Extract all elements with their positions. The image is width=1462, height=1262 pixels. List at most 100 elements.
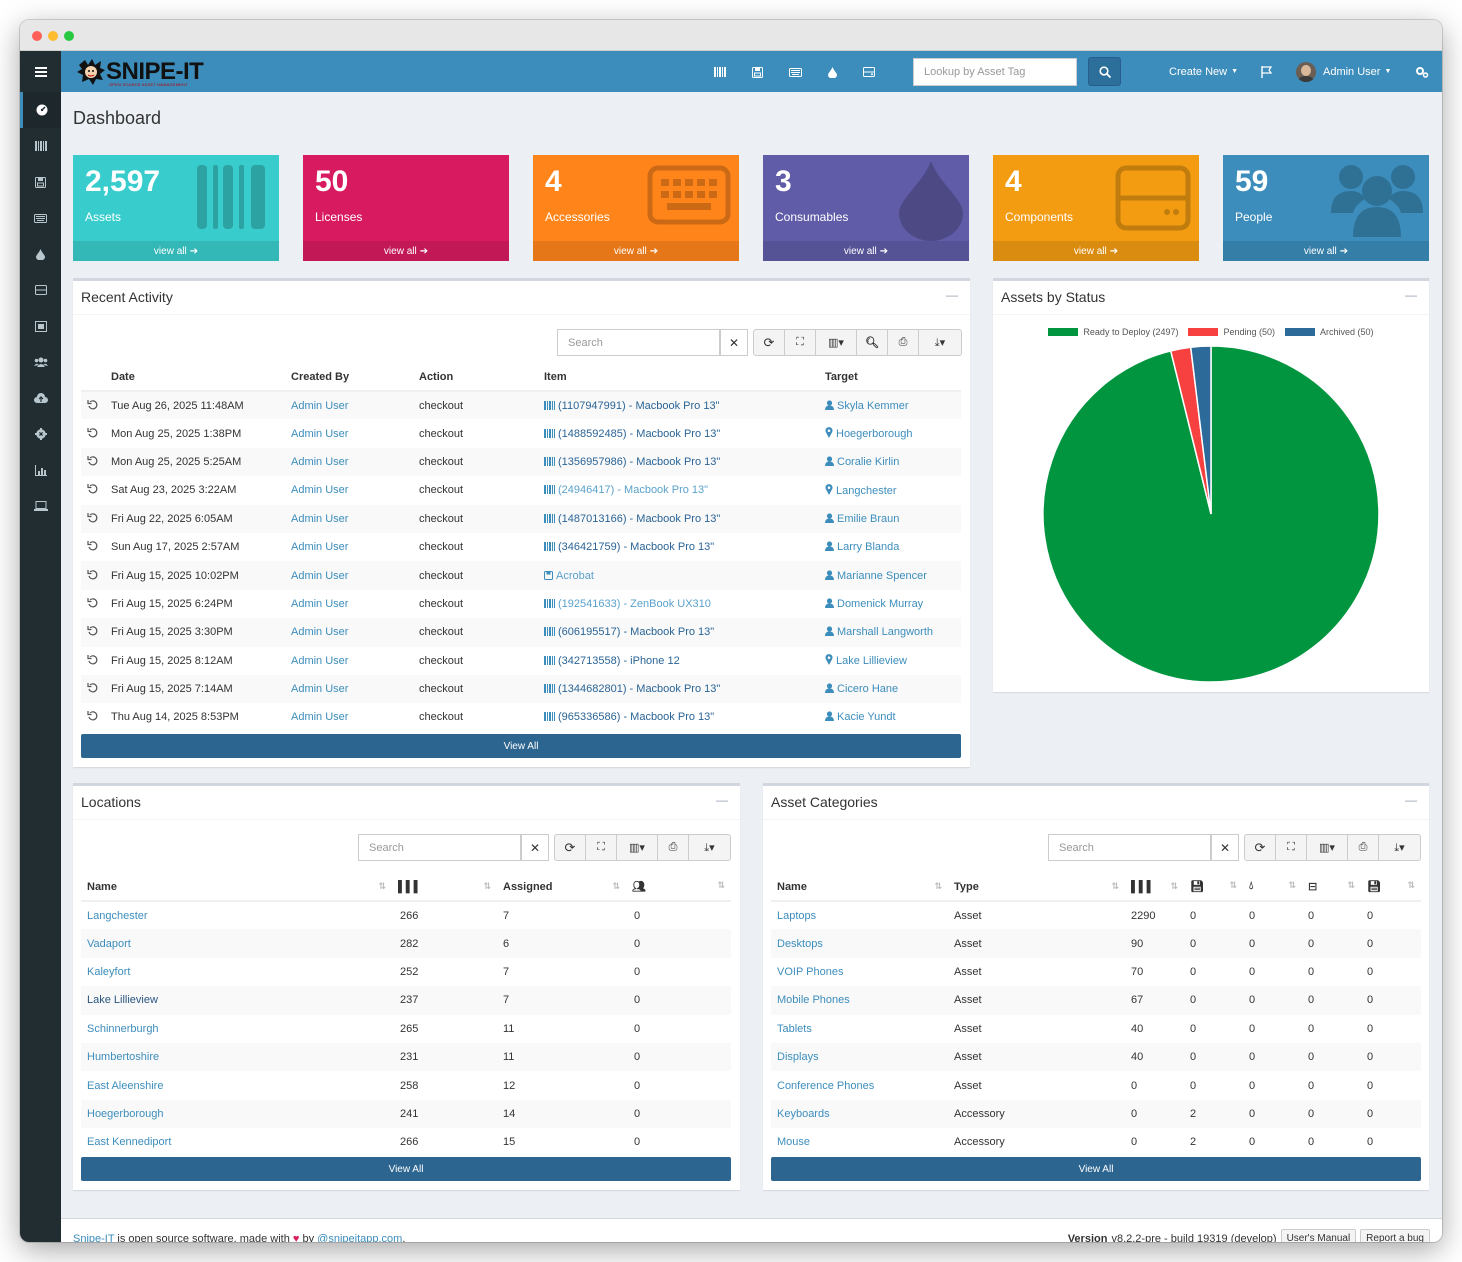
item-link[interactable]: (965336586) - Macbook Pro 13" bbox=[558, 711, 715, 724]
column-header-users[interactable]: 👥︎ ⇅ bbox=[626, 873, 731, 902]
sidebar-toggle-button[interactable] bbox=[20, 51, 61, 92]
created-by-link[interactable]: Admin User bbox=[291, 597, 349, 610]
nav-accessories-button[interactable] bbox=[784, 61, 806, 83]
history-icon[interactable] bbox=[87, 399, 98, 410]
pie-slice[interactable] bbox=[1189, 345, 1212, 515]
view-all-button[interactable]: View All bbox=[81, 1157, 731, 1181]
location-link[interactable]: Langchester bbox=[87, 909, 148, 922]
export-button[interactable]: ⤓▾ bbox=[919, 330, 961, 355]
column-header[interactable]: Created By bbox=[291, 363, 419, 392]
search-input[interactable]: Search bbox=[358, 834, 521, 861]
column-header[interactable]: Action bbox=[419, 363, 544, 392]
target-link[interactable]: Langchester bbox=[836, 484, 897, 497]
column-header-consumables[interactable]: 💧︎ ⇅ bbox=[1243, 873, 1302, 902]
column-header[interactable]: Name ⇅ bbox=[771, 873, 948, 902]
category-link[interactable]: Mouse bbox=[777, 1136, 811, 1149]
created-by-link[interactable]: Admin User bbox=[291, 654, 349, 667]
created-by-link[interactable]: Admin User bbox=[291, 427, 349, 440]
logo[interactable]: SNIPE-IT OPEN SOURCE ASSET MANAGEMENT bbox=[76, 55, 204, 88]
created-by-link[interactable]: Admin User bbox=[291, 711, 349, 724]
history-icon[interactable] bbox=[87, 654, 98, 665]
view-all-button[interactable]: View All bbox=[771, 1157, 1421, 1181]
fullscreen-button[interactable]: ⛶ bbox=[785, 330, 816, 355]
category-link[interactable]: Mobile Phones bbox=[777, 994, 850, 1007]
location-link[interactable]: Lake Lillieview bbox=[87, 994, 158, 1007]
location-link[interactable]: East Kennediport bbox=[87, 1136, 172, 1149]
history-icon[interactable] bbox=[87, 569, 98, 580]
history-icon[interactable] bbox=[87, 512, 98, 523]
legend-item[interactable]: Pending (50) bbox=[1188, 327, 1275, 337]
column-header-licenses[interactable]: 💾︎ ⇅ bbox=[1184, 873, 1243, 902]
target-link[interactable]: Marshall Langworth bbox=[837, 626, 933, 639]
location-link[interactable]: Vadaport bbox=[87, 937, 131, 950]
clear-search-button[interactable]: ✕ bbox=[720, 329, 748, 356]
users-manual-button[interactable]: User's Manual bbox=[1280, 1229, 1357, 1242]
item-link[interactable]: (346421759) - Macbook Pro 13" bbox=[558, 541, 715, 554]
category-link[interactable]: Desktops bbox=[777, 937, 823, 950]
clear-search-button[interactable]: ✕ bbox=[521, 834, 549, 861]
lookup-search-button[interactable] bbox=[1088, 57, 1121, 86]
item-link[interactable]: (24946417) - Macbook Pro 13" bbox=[558, 484, 709, 497]
clear-search-button[interactable]: ✕ bbox=[1211, 834, 1239, 861]
item-link[interactable]: (1488592485) - Macbook Pro 13" bbox=[558, 427, 721, 440]
category-link[interactable]: Keyboards bbox=[777, 1107, 830, 1120]
sidebar-item-dashboard[interactable] bbox=[20, 92, 61, 128]
create-new-dropdown[interactable]: Create New ▼ bbox=[1169, 51, 1238, 92]
sidebar-item-kits[interactable] bbox=[20, 308, 61, 344]
collapse-button[interactable]: — bbox=[946, 288, 958, 302]
target-link[interactable]: Lake Lillieview bbox=[836, 655, 907, 668]
column-header[interactable]: Target bbox=[825, 363, 961, 392]
location-link[interactable]: Schinnerburgh bbox=[87, 1022, 159, 1035]
sidebar-item-reports[interactable] bbox=[20, 452, 61, 488]
target-link[interactable]: Marianne Spencer bbox=[837, 569, 927, 582]
tile-view-all-link[interactable]: view all ➔ bbox=[993, 241, 1199, 261]
view-all-button[interactable]: View All bbox=[81, 734, 961, 758]
created-by-link[interactable]: Admin User bbox=[291, 484, 349, 497]
target-link[interactable]: Cicero Hane bbox=[837, 683, 899, 696]
fullscreen-button[interactable]: ⛶ bbox=[586, 835, 617, 860]
sidebar-item-components[interactable] bbox=[20, 272, 61, 308]
target-link[interactable]: Coralie Kirlin bbox=[837, 455, 900, 468]
created-by-link[interactable]: Admin User bbox=[291, 569, 349, 582]
nav-licenses-button[interactable] bbox=[746, 61, 768, 83]
target-link[interactable]: Emilie Braun bbox=[837, 512, 900, 525]
search-input[interactable]: Search bbox=[557, 329, 720, 356]
fullscreen-button[interactable]: ⛶ bbox=[1276, 835, 1307, 860]
refresh-button[interactable]: ⟳ bbox=[555, 835, 586, 860]
sidebar-item-requestable[interactable] bbox=[20, 488, 61, 524]
history-icon[interactable] bbox=[87, 682, 98, 693]
sidebar-item-import[interactable] bbox=[20, 380, 61, 416]
column-header-assets[interactable]: ▌▌▌ ⇅ bbox=[392, 873, 497, 902]
sidebar-item-assets[interactable] bbox=[20, 128, 61, 164]
tile-view-all-link[interactable]: view all ➔ bbox=[73, 241, 279, 261]
sidebar-item-accessories[interactable] bbox=[20, 200, 61, 236]
column-header[interactable]: Assigned ⇅ bbox=[497, 873, 626, 902]
created-by-link[interactable]: Admin User bbox=[291, 512, 349, 525]
target-link[interactable]: Larry Blanda bbox=[837, 541, 900, 554]
sidebar-item-people[interactable] bbox=[20, 344, 61, 380]
advanced-search-button[interactable]: 🔍︎ bbox=[857, 330, 888, 355]
item-link[interactable]: (192541633) - ZenBook UX310 bbox=[558, 597, 711, 610]
category-link[interactable]: Tablets bbox=[777, 1022, 812, 1035]
category-link[interactable]: VOIP Phones bbox=[777, 965, 844, 978]
columns-button[interactable]: ▥▾ bbox=[617, 835, 658, 860]
target-link[interactable]: Domenick Murray bbox=[837, 597, 924, 610]
collapse-button[interactable]: — bbox=[716, 793, 728, 807]
location-link[interactable]: Humbertoshire bbox=[87, 1051, 160, 1064]
legend-item[interactable]: Ready to Deploy (2497) bbox=[1048, 327, 1178, 337]
snipeit-link[interactable]: Snipe-IT bbox=[73, 1233, 115, 1242]
category-link[interactable]: Conference Phones bbox=[777, 1079, 875, 1092]
refresh-button[interactable]: ⟳ bbox=[1245, 835, 1276, 860]
history-icon[interactable] bbox=[87, 597, 98, 608]
column-header[interactable]: Item bbox=[544, 363, 825, 392]
item-link[interactable]: (1344682801) - Macbook Pro 13" bbox=[558, 683, 721, 696]
report-bug-button[interactable]: Report a bug bbox=[1360, 1229, 1430, 1242]
minimize-window-button[interactable] bbox=[48, 31, 58, 41]
history-icon[interactable] bbox=[87, 427, 98, 438]
refresh-button[interactable]: ⟳ bbox=[754, 330, 785, 355]
alerts-button[interactable] bbox=[1255, 61, 1277, 83]
history-icon[interactable] bbox=[87, 483, 98, 494]
columns-button[interactable]: ▥▾ bbox=[816, 330, 857, 355]
collapse-button[interactable]: — bbox=[1405, 288, 1417, 302]
location-link[interactable]: East Aleenshire bbox=[87, 1079, 164, 1092]
